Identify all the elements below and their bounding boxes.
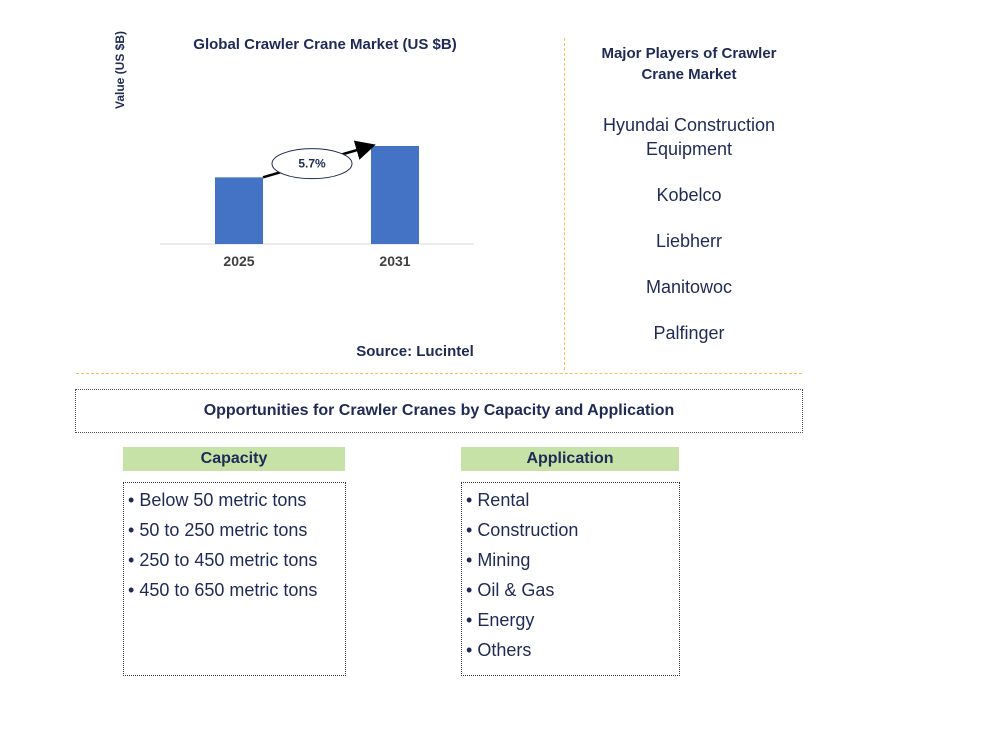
players-list: Hyundai Construction Equipment Kobelco L… [580, 113, 798, 367]
application-heading: Application [461, 447, 679, 471]
player-item: Liebherr [655, 231, 723, 251]
cagr-label: 5.7% [298, 157, 326, 171]
bar-2025 [215, 177, 263, 244]
x-tick-label: 2025 [223, 253, 254, 269]
horizontal-divider [76, 373, 802, 374]
opportunities-title: Opportunities for Crawler Cranes by Capa… [75, 389, 803, 433]
bar-chart: 2025 2031 5.7% [160, 140, 474, 269]
capacity-list: Below 50 metric tons 50 to 250 metric to… [123, 482, 346, 676]
application-item: Energy [466, 605, 679, 635]
vertical-divider [564, 38, 565, 370]
player-item: Hyundai Construction Equipment [602, 115, 776, 159]
player-item: Palfinger [653, 323, 725, 343]
capacity-item: Below 50 metric tons [128, 485, 345, 515]
player-item: Manitowoc [645, 277, 733, 297]
capacity-heading: Capacity [123, 447, 345, 471]
bar-2031 [371, 146, 419, 244]
application-item: Others [466, 635, 679, 665]
players-title-line1: Major Players of Crawler [601, 45, 777, 62]
capacity-item: 50 to 250 metric tons [128, 515, 345, 545]
x-tick-label: 2031 [379, 253, 410, 269]
application-item: Oil & Gas [466, 575, 679, 605]
player-item: Kobelco [656, 185, 722, 205]
application-item: Rental [466, 485, 679, 515]
players-title: Major Players of Crawler Crane Market [580, 43, 798, 85]
application-item: Mining [466, 545, 679, 575]
application-list: Rental Construction Mining Oil & Gas Ene… [461, 482, 680, 676]
y-axis-label: Value (US $B) [113, 30, 127, 110]
application-item: Construction [466, 515, 679, 545]
capacity-item: 450 to 650 metric tons [128, 575, 345, 605]
capacity-item: 250 to 450 metric tons [128, 545, 345, 575]
cagr-ellipse [271, 148, 353, 180]
chart-title: Global Crawler Crane Market (US $B) [193, 36, 457, 53]
source-label: Source: Lucintel [356, 343, 474, 360]
players-title-line2: Crane Market [641, 66, 737, 83]
